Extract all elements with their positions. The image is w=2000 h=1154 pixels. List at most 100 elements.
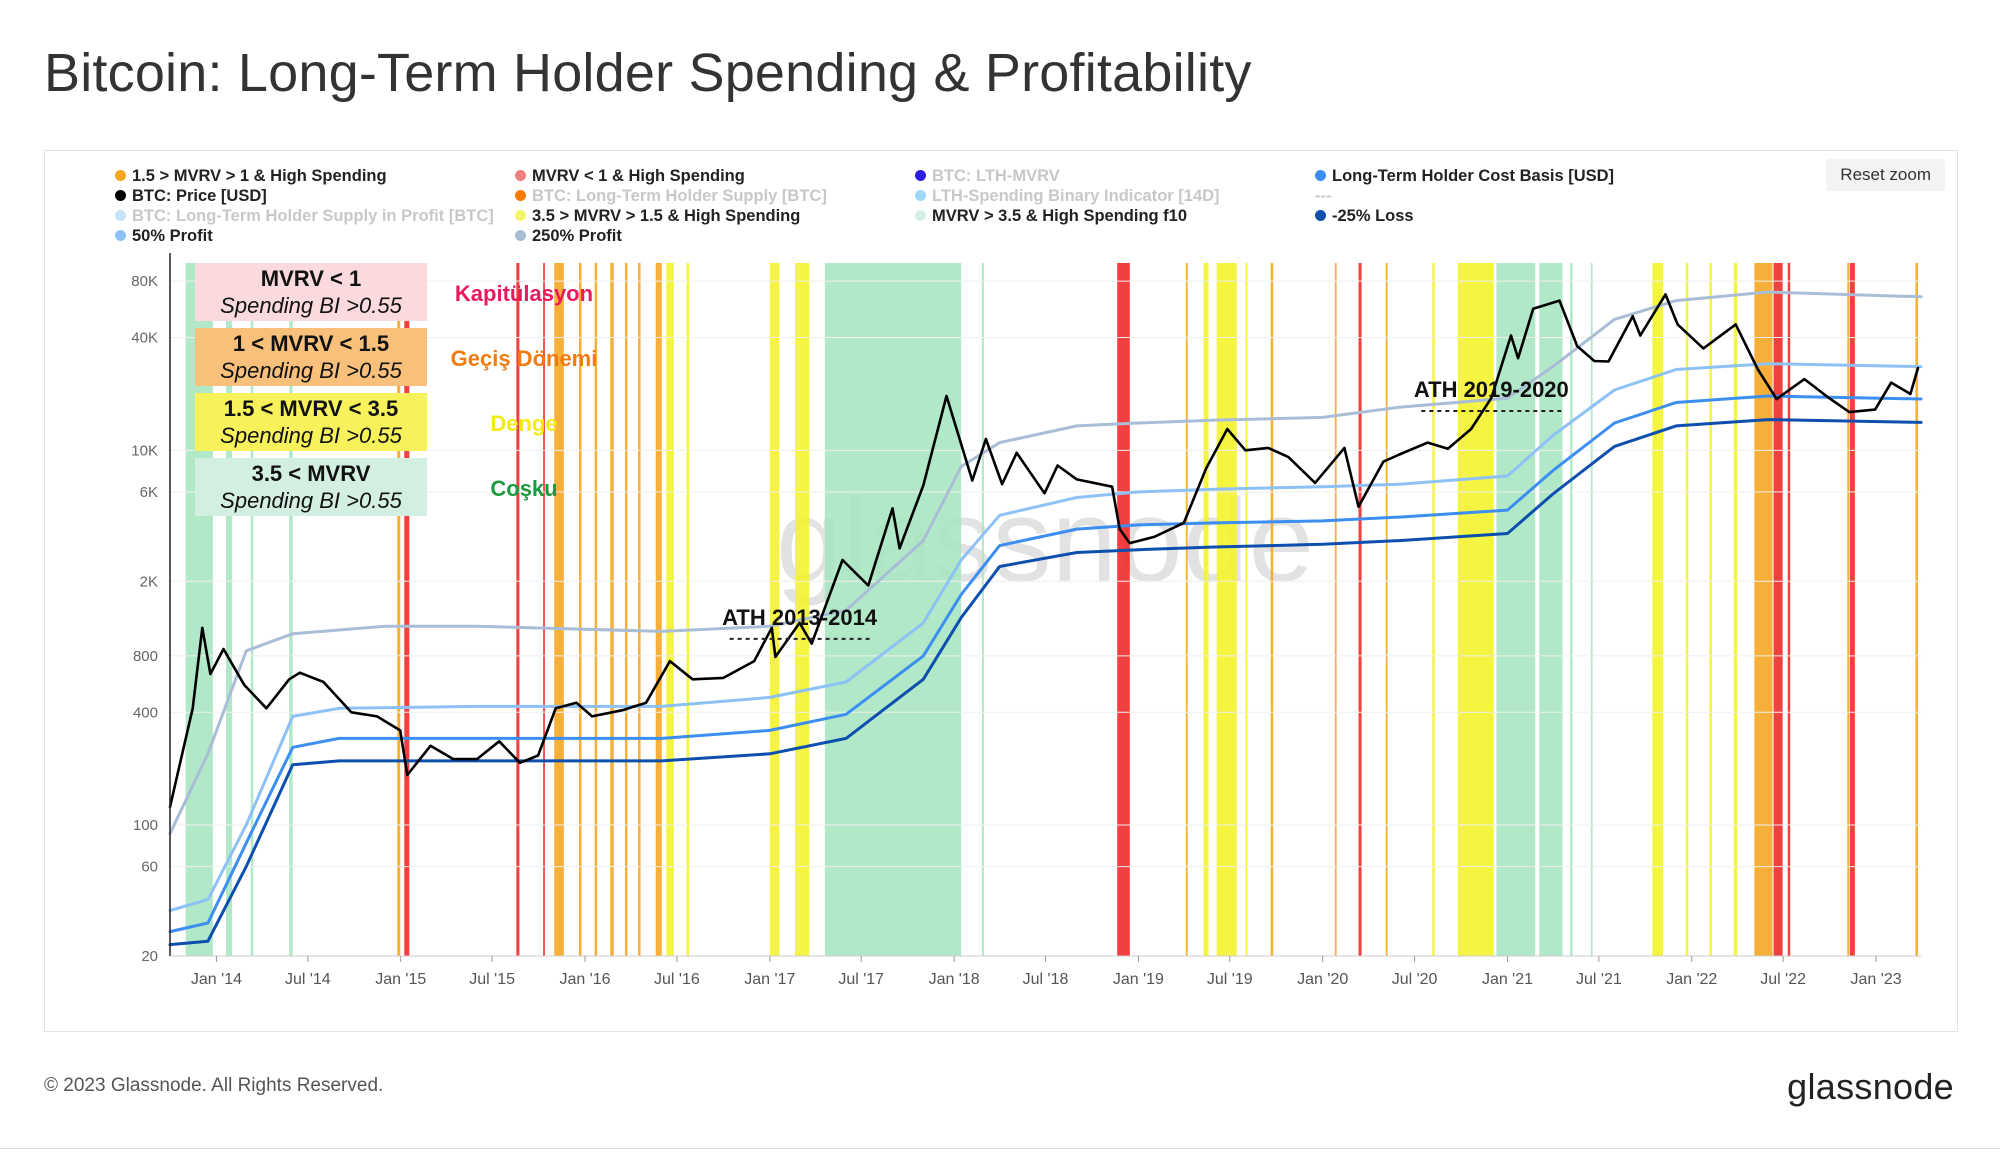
spending-band [769,263,780,956]
spending-bands [185,263,1918,956]
x-tick-label: Jul '19 [1207,971,1253,988]
x-axis: Jan '14 Jul '14 Jan '15 Jul '15 Jan '16 Jul '… [170,955,1921,988]
spending-band [1733,263,1738,956]
regime-box-title: 3.5 < MVRV [252,461,371,486]
page-title: Bitcoin: Long-Term Holder Spending & Pro… [44,43,1252,103]
annotation-label: ATH 2013-2014 [722,605,878,630]
series-line-2 [168,362,1923,912]
spending-band [1773,263,1783,956]
y-tick-label: 2K [140,573,158,590]
spending-band [397,263,401,956]
x-tick-label: Jan '16 [559,971,610,988]
series-lines [168,290,1923,947]
spending-band [1915,263,1918,956]
legend-label: Long-Term Holder Cost Basis [USD] [1332,167,1615,185]
spending-band [1203,263,1209,956]
y-tick-label: 80K [131,273,158,290]
legend-item[interactable]: 50% Profit [115,227,213,246]
x-tick-label: Jan '21 [1482,971,1533,988]
divider [0,1148,2000,1149]
x-tick-label: Jul '21 [1576,971,1622,988]
legend-item[interactable]: 1.5 > MVRV > 1 & High Spending [115,167,387,186]
legend-label: MVRV < 1 & High Spending [532,167,745,185]
x-tick-label: Jan '15 [375,971,426,988]
regime-label: Denge [490,411,557,436]
spending-band [1849,263,1855,956]
legend-label: BTC: Long-Term Holder Supply [BTC] [532,187,827,205]
x-tick-label: Jul '17 [838,971,884,988]
legend-item[interactable]: BTC: Long-Term Holder Supply [BTC] [515,187,827,206]
annotations: ATH 2013-2014 ATH 2019-2020 [722,377,1569,640]
regime-box-title: 1 < MVRV < 1.5 [233,331,389,356]
x-tick-label: Jan '18 [929,971,980,988]
reset-zoom-button[interactable]: Reset zoom [1826,159,1945,191]
legend-item[interactable]: Long-Term Holder Cost Basis [USD] [1315,167,1614,186]
spending-band [1270,263,1274,956]
x-tick-label: Jan '19 [1113,971,1164,988]
legend-dot-icon [115,210,126,221]
spending-band [1432,263,1435,956]
spending-band [1385,263,1388,956]
legend-item[interactable]: MVRV < 1 & High Spending [515,167,745,186]
y-tick-label: 10K [131,442,158,459]
legend-label: -25% Loss [1332,207,1414,225]
spending-band [594,263,598,956]
x-tick-label: Jan '20 [1297,971,1348,988]
regime-box [195,393,427,451]
spending-band [1570,263,1573,956]
legend-item[interactable]: LTH-Spending Binary Indicator [14D] [915,187,1220,206]
legend-item[interactable]: BTC: Price [USD] [115,187,267,206]
legend-label: BTC: Long-Term Holder Supply in Profit [… [132,207,494,225]
legend-dot-icon [1315,170,1326,181]
spending-band [226,263,233,956]
y-tick-label: 400 [133,704,158,721]
glassnode-logo: glassnode [1787,1066,1954,1107]
grid-lines [170,280,1921,957]
regime-box-subtitle: Spending BI >0.55 [220,423,402,448]
spending-band [1334,263,1337,956]
spending-band [250,263,254,956]
y-tick-label: 60 [141,859,158,876]
spending-band [578,263,582,956]
legend-item[interactable]: 3.5 > MVRV > 1.5 & High Spending [515,207,800,226]
legend-item[interactable]: --- [1315,187,1331,206]
x-tick-label: Jul '22 [1760,971,1806,988]
legend-item[interactable]: MVRV > 3.5 & High Spending f10 [915,207,1187,226]
legend-dot-icon [115,190,126,201]
spending-band [1117,263,1130,956]
copyright-text: © 2023 Glassnode. All Rights Reserved. [44,1075,384,1096]
spending-band [1358,263,1362,956]
legend-item[interactable]: BTC: LTH-MVRV [915,167,1060,186]
legend-dot-icon [915,210,926,221]
legend-dot-icon [515,230,526,241]
series-line-4 [168,418,1923,947]
legend-item[interactable]: -25% Loss [1315,207,1414,226]
legend-dot-icon [115,170,126,181]
x-tick-label: Jan '23 [1851,971,1902,988]
legend-dot-icon [515,170,526,181]
legend-label: LTH-Spending Binary Indicator [14D] [932,187,1220,205]
legend-dot-icon [915,190,926,201]
x-tick-label: Jul '16 [654,971,700,988]
spending-band [655,263,662,956]
x-tick-label: Jan '17 [744,971,795,988]
spending-band [1754,263,1773,956]
watermark-text: glassnode [776,475,1314,607]
spending-band [1216,263,1237,956]
spending-band [638,263,641,956]
x-tick-label: Jul '15 [469,971,515,988]
spending-band [1652,263,1663,956]
x-tick-label: Jan '14 [191,971,242,988]
legend-item[interactable]: BTC: Long-Term Holder Supply in Profit [… [115,207,494,226]
legend-label: 50% Profit [132,227,213,245]
legend-dot-icon [115,230,126,241]
spending-band [1496,263,1536,956]
series-line-0 [168,293,1920,809]
regime-label: Coşku [490,476,557,501]
regime-label: Kapitülasyon [455,281,593,306]
spending-band [981,263,984,956]
spending-band [289,263,293,956]
legend-item[interactable]: 250% Profit [515,227,622,246]
spending-band [610,263,614,956]
